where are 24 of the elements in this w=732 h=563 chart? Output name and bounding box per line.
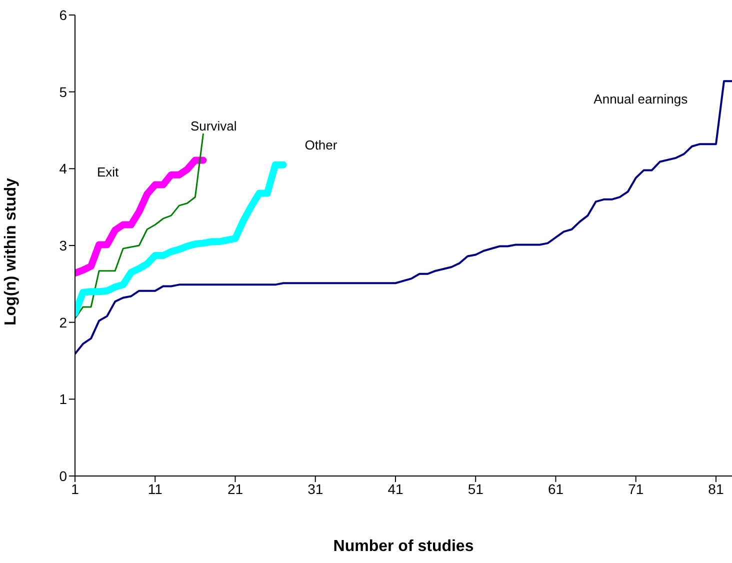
text: Exit <box>97 164 120 180</box>
x-tick-label: 41 <box>388 480 404 497</box>
series-label: Other <box>304 137 338 152</box>
y-tick-label: 4 <box>59 160 68 177</box>
x-tick-label: 81 <box>708 480 724 497</box>
x-tick-label: 51 <box>468 480 484 497</box>
text: Annual earnings <box>594 91 688 106</box>
x-tick-label: 1 <box>71 480 80 497</box>
x-tick-label: 11 <box>148 480 163 497</box>
series-label: Survival <box>190 118 237 134</box>
x-tick-label: 31 <box>308 480 324 497</box>
y-tick-label: 6 <box>59 6 68 23</box>
x-tick-label: 61 <box>548 480 564 497</box>
y-tick-label: 2 <box>59 314 68 330</box>
line-series <box>75 133 204 320</box>
x-axis-title: Number of studies <box>333 538 474 555</box>
line-series <box>75 80 732 355</box>
y-tick-label: 5 <box>59 84 68 100</box>
y-axis-title: Log(n) within study <box>2 178 20 326</box>
x-tick-label: 21 <box>227 480 244 497</box>
y-tick-label: 0 <box>59 468 68 484</box>
y-tick-label: 1 <box>59 391 68 408</box>
x-tick-label: 71 <box>628 480 644 497</box>
y-tick-label: 3 <box>59 237 68 254</box>
